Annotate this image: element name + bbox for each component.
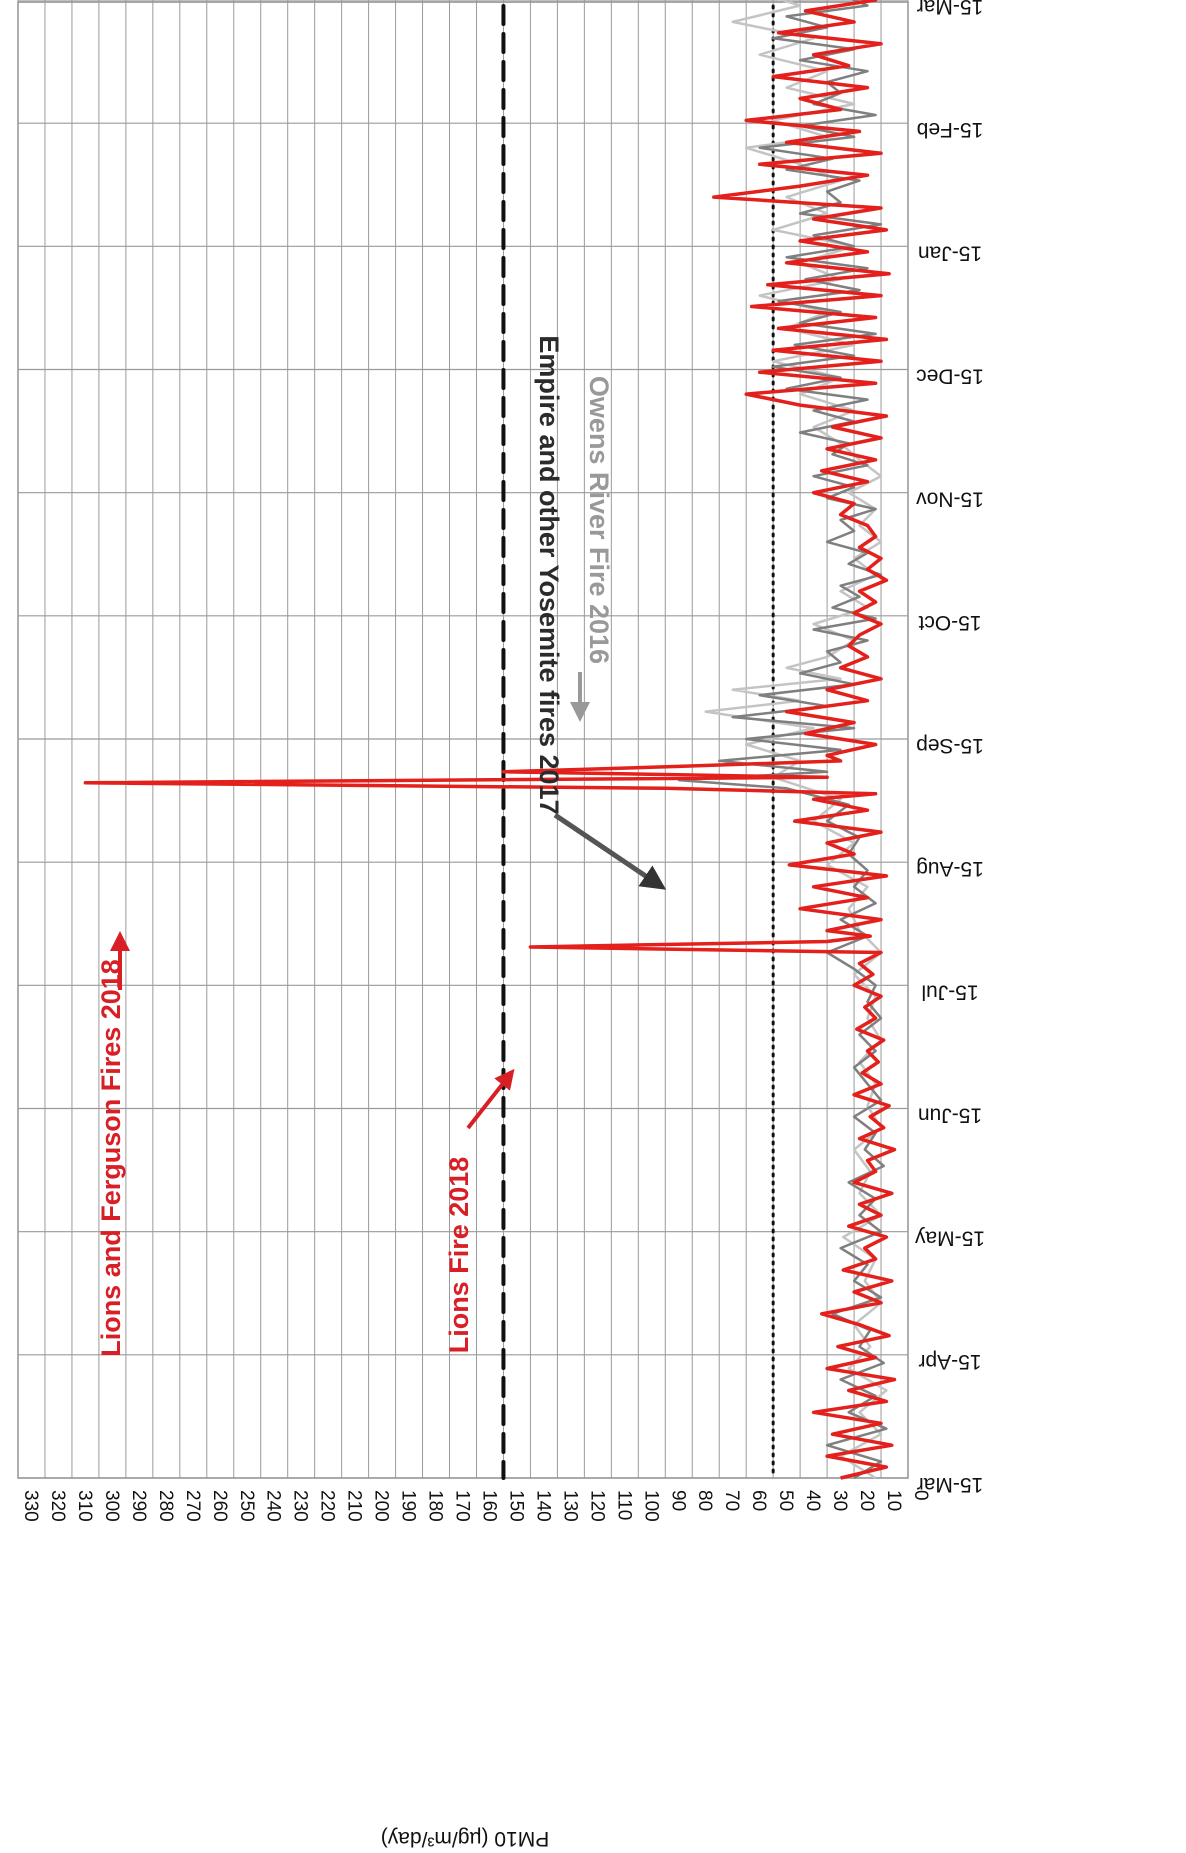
value-tick-label: 230	[290, 1490, 311, 1522]
value-tick-label: 290	[128, 1490, 149, 1522]
date-tick-label: 15-Dec	[916, 365, 984, 388]
value-tick-label: 70	[721, 1490, 742, 1511]
value-tick-label: 110	[613, 1490, 634, 1520]
value-tick-label: 20	[856, 1490, 877, 1511]
date-tick-label: 15-Nov	[916, 488, 984, 511]
value-tick-label: 180	[425, 1490, 446, 1522]
value-tick-label: 120	[586, 1490, 607, 1522]
date-tick-label: 15-Mar	[917, 1473, 984, 1496]
value-tick-label: 310	[74, 1490, 95, 1522]
annotation-arrow	[553, 812, 667, 890]
annotation-text: Owens River Fire 2016	[584, 376, 614, 664]
y-axis-label: PM10 (µg/m³/day)	[381, 1827, 549, 1850]
date-tick-label: 15-Apr	[918, 1350, 981, 1373]
value-tick-label: 160	[478, 1490, 499, 1522]
value-tick-label: 260	[209, 1490, 230, 1522]
value-tick-label: 10	[883, 1490, 904, 1511]
value-tick-label: 210	[344, 1490, 365, 1522]
value-tick-label: 100	[640, 1490, 661, 1522]
date-tick-label: 15-Aug	[916, 857, 984, 880]
value-tick-label: 200	[371, 1490, 392, 1522]
date-tick-label: 15-Sep	[916, 734, 984, 757]
date-tick-label: 15-May	[914, 1227, 985, 1250]
annotations: Lions and Ferguson Fires 2018 Lions Fire …	[96, 335, 667, 1357]
value-tick-label: 320	[47, 1490, 68, 1522]
value-tick-label: 150	[505, 1490, 526, 1522]
value-tick-label: 40	[802, 1490, 823, 1511]
date-tick-label: 15-Jul	[921, 980, 978, 1003]
value-tick-label: 220	[317, 1490, 338, 1522]
annotation-text: Empire and other Yosemite fires 2017	[534, 335, 564, 814]
value-tick-label: 60	[748, 1490, 769, 1511]
date-tick-label: 15-Jan	[918, 241, 982, 264]
value-tick-label: 240	[263, 1490, 284, 1522]
value-tick-label: 80	[694, 1490, 715, 1511]
series-line-2	[704, 0, 888, 1480]
date-tick-label: 15-Mar	[917, 0, 984, 18]
value-tick-label: 280	[155, 1490, 176, 1522]
value-tick-label: 300	[101, 1490, 122, 1522]
value-tick-label: 50	[775, 1490, 796, 1511]
tick-labels: 0 10 20 30 40 50 60 70 80 90 100 110 120 130 140 150 160…	[20, 0, 985, 1522]
value-tick-label: 30	[829, 1490, 850, 1511]
value-tick-label: 330	[20, 1490, 41, 1522]
series-group	[83, 0, 897, 1480]
value-tick-label: 190	[398, 1490, 419, 1522]
series-line-0	[83, 0, 897, 1480]
annotation-arrow	[466, 1068, 515, 1130]
value-tick-label: 270	[182, 1490, 203, 1522]
value-tick-label: 250	[236, 1490, 257, 1522]
date-tick-label: 15-Jun	[918, 1104, 982, 1127]
value-tick-label: 140	[532, 1490, 553, 1522]
date-tick-label: 15-Oct	[918, 611, 981, 634]
value-tick-label: 0	[910, 1490, 931, 1501]
annotation-text: Lions Fire 2018	[444, 1157, 474, 1354]
value-tick-label: 130	[559, 1490, 580, 1522]
value-tick-label: 90	[667, 1490, 688, 1511]
annotation-text: Lions and Ferguson Fires 2018	[96, 959, 126, 1357]
value-tick-label: 170	[452, 1490, 473, 1522]
date-tick-label: 15-Feb	[917, 118, 984, 141]
